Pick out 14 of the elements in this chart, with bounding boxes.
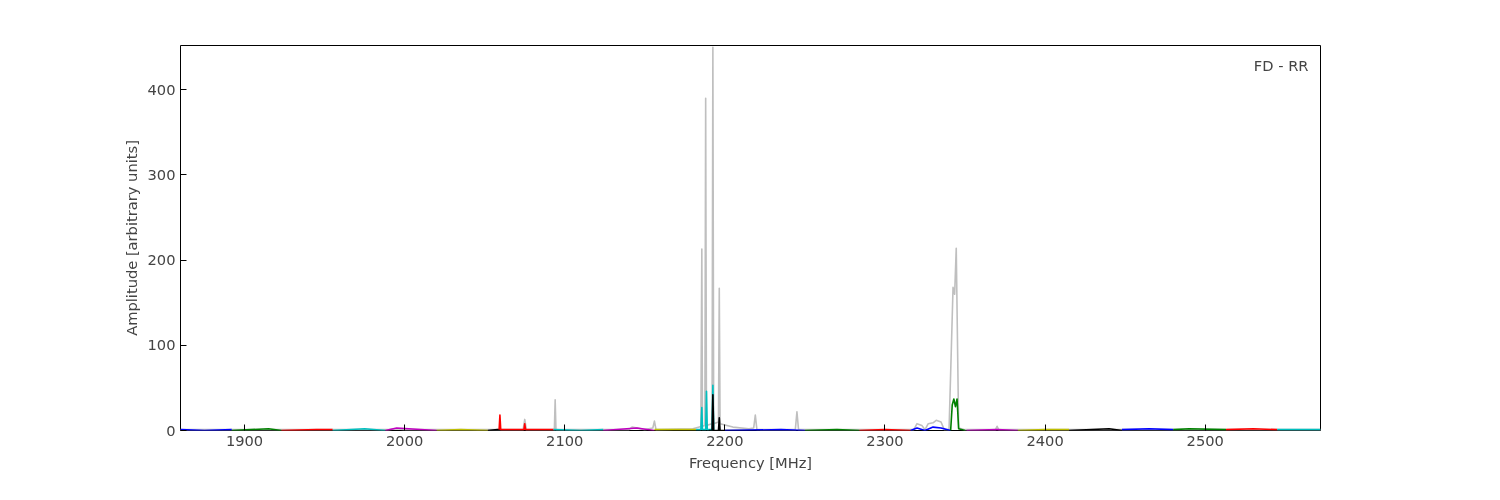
- y-tick-label: 0: [166, 421, 176, 439]
- x-axis-title: Frequency [MHz]: [688, 453, 813, 471]
- y-axis-title: Amplitude [arbitrary units]: [122, 140, 140, 336]
- x-tick-label: 2400: [1026, 431, 1064, 449]
- x-tick-label: 2100: [546, 431, 584, 449]
- y-tick-label: 300: [147, 165, 176, 183]
- x-tick-label: 2500: [1186, 431, 1224, 449]
- y-tick-label: 100: [147, 336, 176, 354]
- x-tick-label: 2200: [706, 431, 744, 449]
- y-tick-label: 400: [147, 80, 176, 98]
- x-tick-label: 1900: [225, 431, 264, 449]
- x-tick-label: 2000: [386, 431, 424, 449]
- y-tick-label: 200: [147, 251, 176, 269]
- x-tick-label: 2300: [866, 431, 904, 449]
